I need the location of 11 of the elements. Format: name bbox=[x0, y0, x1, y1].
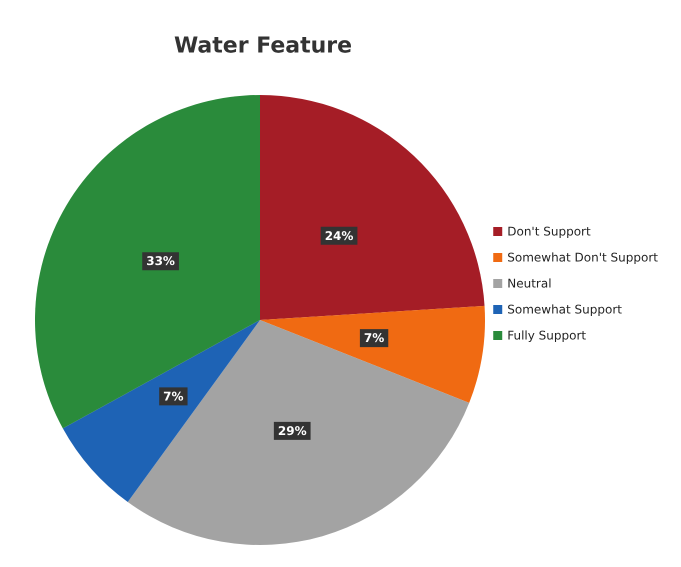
data-label: 7% bbox=[163, 389, 184, 404]
data-label: 33% bbox=[146, 254, 175, 268]
legend-label: Fully Support bbox=[507, 328, 586, 342]
data-label: 24% bbox=[324, 228, 354, 243]
legend-label: Neutral bbox=[507, 276, 552, 290]
data-label: 29% bbox=[278, 424, 307, 438]
chart-title: Water Feature bbox=[174, 34, 352, 58]
legend-label: Don't Support bbox=[507, 224, 591, 238]
legend-label: Somewhat Support bbox=[507, 302, 622, 316]
legend-label: Somewhat Don't Support bbox=[507, 250, 658, 264]
data-label: 7% bbox=[364, 331, 384, 346]
